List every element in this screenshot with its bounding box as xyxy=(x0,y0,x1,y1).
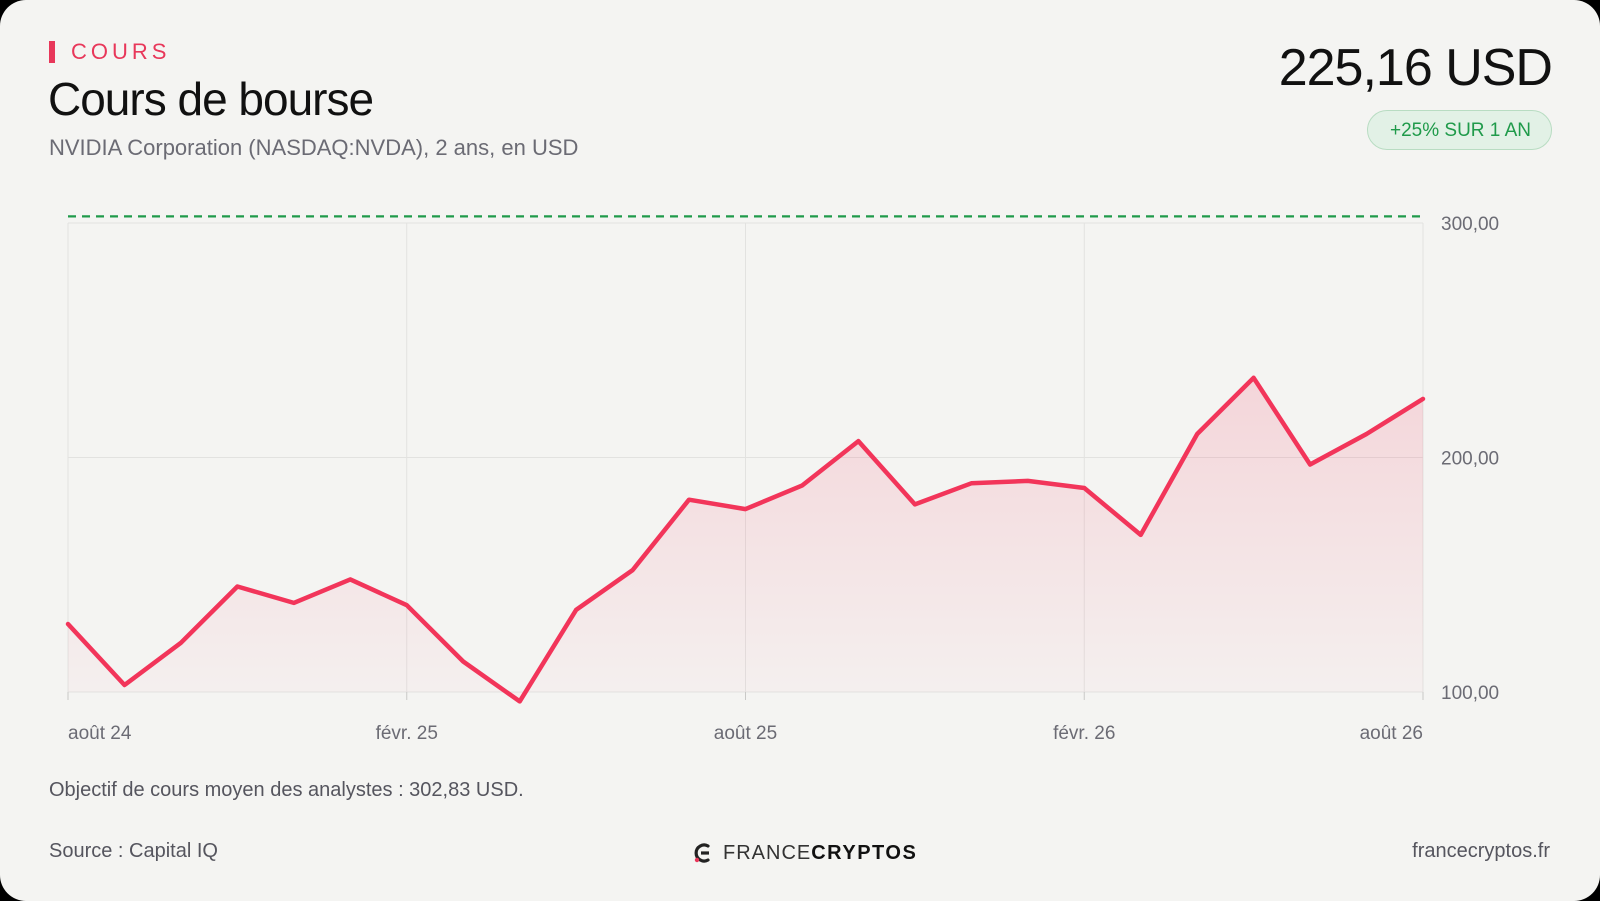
chart-subtitle: NVIDIA Corporation (NASDAQ:NVDA), 2 ans,… xyxy=(49,135,579,160)
site-url: francecryptos.fr xyxy=(1412,840,1550,862)
logo-mark-icon xyxy=(694,843,710,863)
y-tick-label: 100,00 xyxy=(1441,683,1499,704)
data-source: Source : Capital IQ xyxy=(49,840,218,862)
section-accent-bar xyxy=(49,41,55,63)
x-tick-label: févr. 25 xyxy=(376,723,438,744)
price-line xyxy=(65,375,1426,704)
logo-text-france: FRANCE xyxy=(723,841,812,864)
section-tag: COURS xyxy=(49,39,171,64)
analyst-target-note: Objectif de cours moyen des analystes : … xyxy=(49,779,524,801)
x-tick-label: févr. 26 xyxy=(1053,723,1115,744)
yearly-change-badge: +25% SUR 1 AN xyxy=(1367,110,1552,150)
logo-text-cryptos: CRYPTOS xyxy=(811,841,918,864)
x-tick-label: août 24 xyxy=(68,723,132,744)
price-area-fill xyxy=(68,377,1423,702)
y-tick-label: 300,00 xyxy=(1441,214,1499,235)
chart-title: Cours de bourse xyxy=(48,73,374,125)
current-price: 225,16 USD xyxy=(1278,39,1553,97)
section-label: COURS xyxy=(71,39,171,64)
francecryptos-logo: FRANCE CRYPTOS xyxy=(693,839,917,867)
x-tick-label: août 26 xyxy=(1360,723,1423,744)
y-tick-label: 200,00 xyxy=(1441,449,1499,470)
x-tick-label: août 25 xyxy=(714,723,777,744)
